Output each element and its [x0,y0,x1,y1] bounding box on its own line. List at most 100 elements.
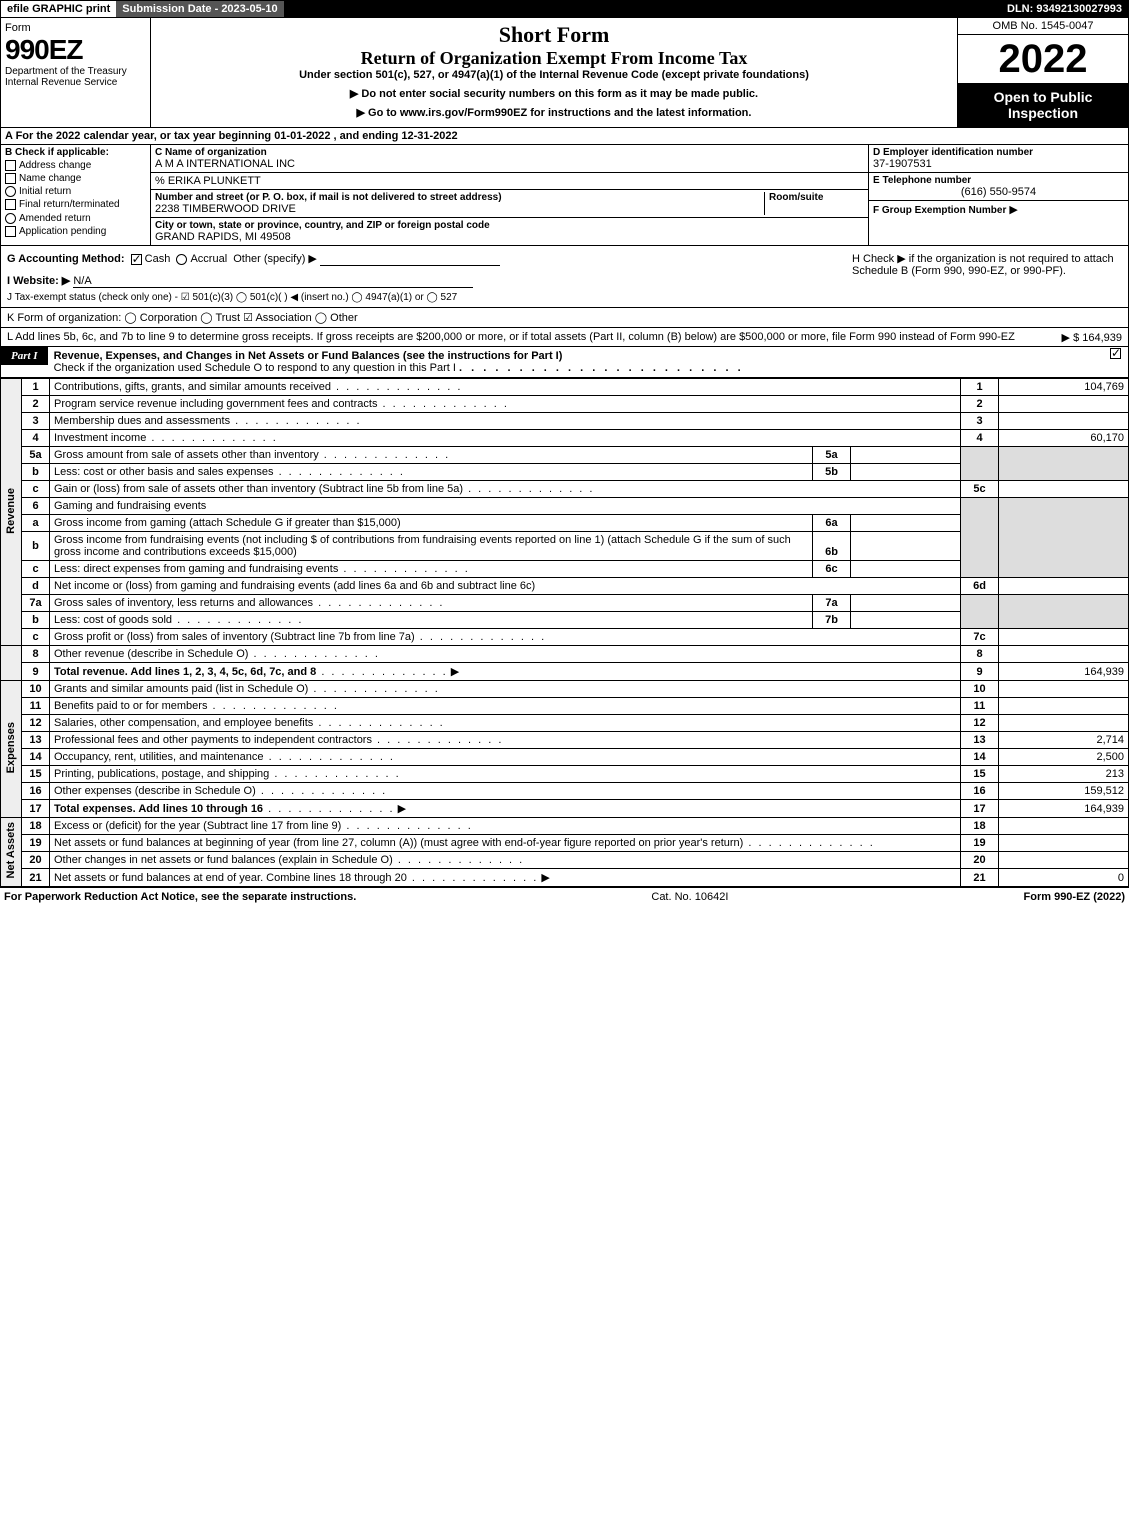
line-6-graybox [961,498,999,578]
line-7c-desc: Gross profit or (loss) from sales of inv… [50,629,961,646]
subtitle: Under section 501(c), 527, or 4947(a)(1)… [159,69,949,81]
line-8-num: 8 [22,646,50,663]
line-6b-num: b [22,532,50,561]
line-7c-box: 7c [961,629,999,646]
phone-label: E Telephone number [873,175,1124,186]
line-7a-desc: Gross sales of inventory, less returns a… [50,595,813,612]
chk-application-pending[interactable]: Application pending [5,226,146,237]
line-6b-desc: Gross income from fundraising events (no… [50,532,813,561]
line-5a-subamt[interactable] [851,447,961,464]
line-7a-subamt[interactable] [851,595,961,612]
org-name-value: A M A INTERNATIONAL INC [155,158,864,170]
line-21-desc: Net assets or fund balances at end of ye… [50,869,961,887]
main-title: Return of Organization Exempt From Incom… [159,48,949,69]
line-1-amt: 104,769 [999,379,1129,396]
chk-final-return-label: Final return/terminated [19,200,120,211]
line-18-amt [999,818,1129,835]
form-word: Form [5,22,146,34]
h-text: H Check ▶ if the organization is not req… [852,253,1114,277]
line-7a-num: 7a [22,595,50,612]
org-name-label: C Name of organization [155,147,864,158]
line-15-amt: 213 [999,766,1129,783]
ein-row: D Employer identification number 37-1907… [869,145,1128,173]
phone-value: (616) 550-9574 [873,186,1124,198]
line-2-amt [999,396,1129,413]
line-2-desc: Program service revenue including govern… [50,396,961,413]
chk-cash[interactable] [131,254,142,265]
i-label: I Website: ▶ [7,275,70,287]
line-3-num: 3 [22,413,50,430]
line-1-box: 1 [961,379,999,396]
street-value: 2238 TIMBERWOOD DRIVE [155,203,764,215]
line-13-box: 13 [961,732,999,749]
line-9-box: 9 [961,663,999,681]
k-form-of-org: K Form of organization: ◯ Corporation ◯ … [0,308,1129,328]
line-6d-num: d [22,578,50,595]
do-not-enter-warning: ▶ Do not enter social security numbers o… [159,87,949,100]
chk-initial-return-label: Initial return [19,186,71,197]
chk-name-change-label: Name change [19,173,81,184]
line-5c-amt [999,481,1129,498]
efile-print-label[interactable]: efile GRAPHIC print [1,1,116,17]
line-15-num: 15 [22,766,50,783]
dln: DLN: 93492130027993 [1001,1,1128,17]
line-4-desc: Investment income [50,430,961,447]
line-16-box: 16 [961,783,999,800]
line-12-num: 12 [22,715,50,732]
line-8-desc: Other revenue (describe in Schedule O) [50,646,961,663]
line-20-amt [999,852,1129,869]
line-7b-desc: Less: cost of goods sold [50,612,813,629]
line-10-amt [999,681,1129,698]
part-i-checkbox[interactable] [1106,347,1128,359]
footer-left: For Paperwork Reduction Act Notice, see … [4,891,356,903]
topbar: efile GRAPHIC print Submission Date - 20… [0,0,1129,18]
line-7b-subamt[interactable] [851,612,961,629]
form-title-block: Short Form Return of Organization Exempt… [151,18,958,127]
line-6-desc: Gaming and fundraising events [50,498,961,515]
line-13-desc: Professional fees and other payments to … [50,732,961,749]
g-other-input[interactable] [320,250,500,266]
room-suite-label: Room/suite [769,192,864,203]
line-2-box: 2 [961,396,999,413]
part-i-header: Part I Revenue, Expenses, and Changes in… [0,347,1129,378]
line-18-num: 18 [22,818,50,835]
line-6a-subamt[interactable] [851,515,961,532]
line-6c-subamt[interactable] [851,561,961,578]
col-c-org-info: C Name of organization A M A INTERNATION… [151,145,868,245]
b-header: B Check if applicable: [5,147,146,158]
chk-amended-return[interactable]: Amended return [5,213,146,224]
line-11-amt [999,698,1129,715]
line-9-desc: Total revenue. Add lines 1, 2, 3, 4, 5c,… [50,663,961,681]
form-number: 990EZ [5,34,146,66]
line-14-num: 14 [22,749,50,766]
revenue-section-label: Revenue [1,379,22,646]
line-12-amt [999,715,1129,732]
chk-amended-return-label: Amended return [19,213,91,224]
chk-final-return[interactable]: Final return/terminated [5,199,146,210]
line-1-desc: Contributions, gifts, grants, and simila… [50,379,961,396]
chk-initial-return[interactable]: Initial return [5,186,146,197]
chk-accrual[interactable] [176,254,187,265]
line-6a-sublbl: 6a [813,515,851,532]
line-5b-desc: Less: cost or other basis and sales expe… [50,464,813,481]
line-5b-subamt[interactable] [851,464,961,481]
i-website-value: N/A [73,275,473,288]
group-exemption-row: F Group Exemption Number ▶ [869,201,1128,218]
h-schedule-b-note: H Check ▶ if the organization is not req… [852,252,1122,277]
tax-year: 2022 [958,35,1128,83]
line-14-amt: 2,500 [999,749,1129,766]
line-19-num: 19 [22,835,50,852]
line-5c-num: c [22,481,50,498]
chk-address-change[interactable]: Address change [5,160,146,171]
city-value: GRAND RAPIDS, MI 49508 [155,231,864,243]
line-13-num: 13 [22,732,50,749]
l-amount: ▶ $ 164,939 [1062,331,1122,344]
chk-application-pending-label: Application pending [19,226,106,237]
line-6b-subamt[interactable] [851,532,961,561]
line-16-amt: 159,512 [999,783,1129,800]
line-19-box: 19 [961,835,999,852]
chk-name-change[interactable]: Name change [5,173,146,184]
line-14-box: 14 [961,749,999,766]
expenses-section-label: Expenses [1,681,22,818]
goto-link-line[interactable]: ▶ Go to www.irs.gov/Form990EZ for instru… [159,106,949,119]
